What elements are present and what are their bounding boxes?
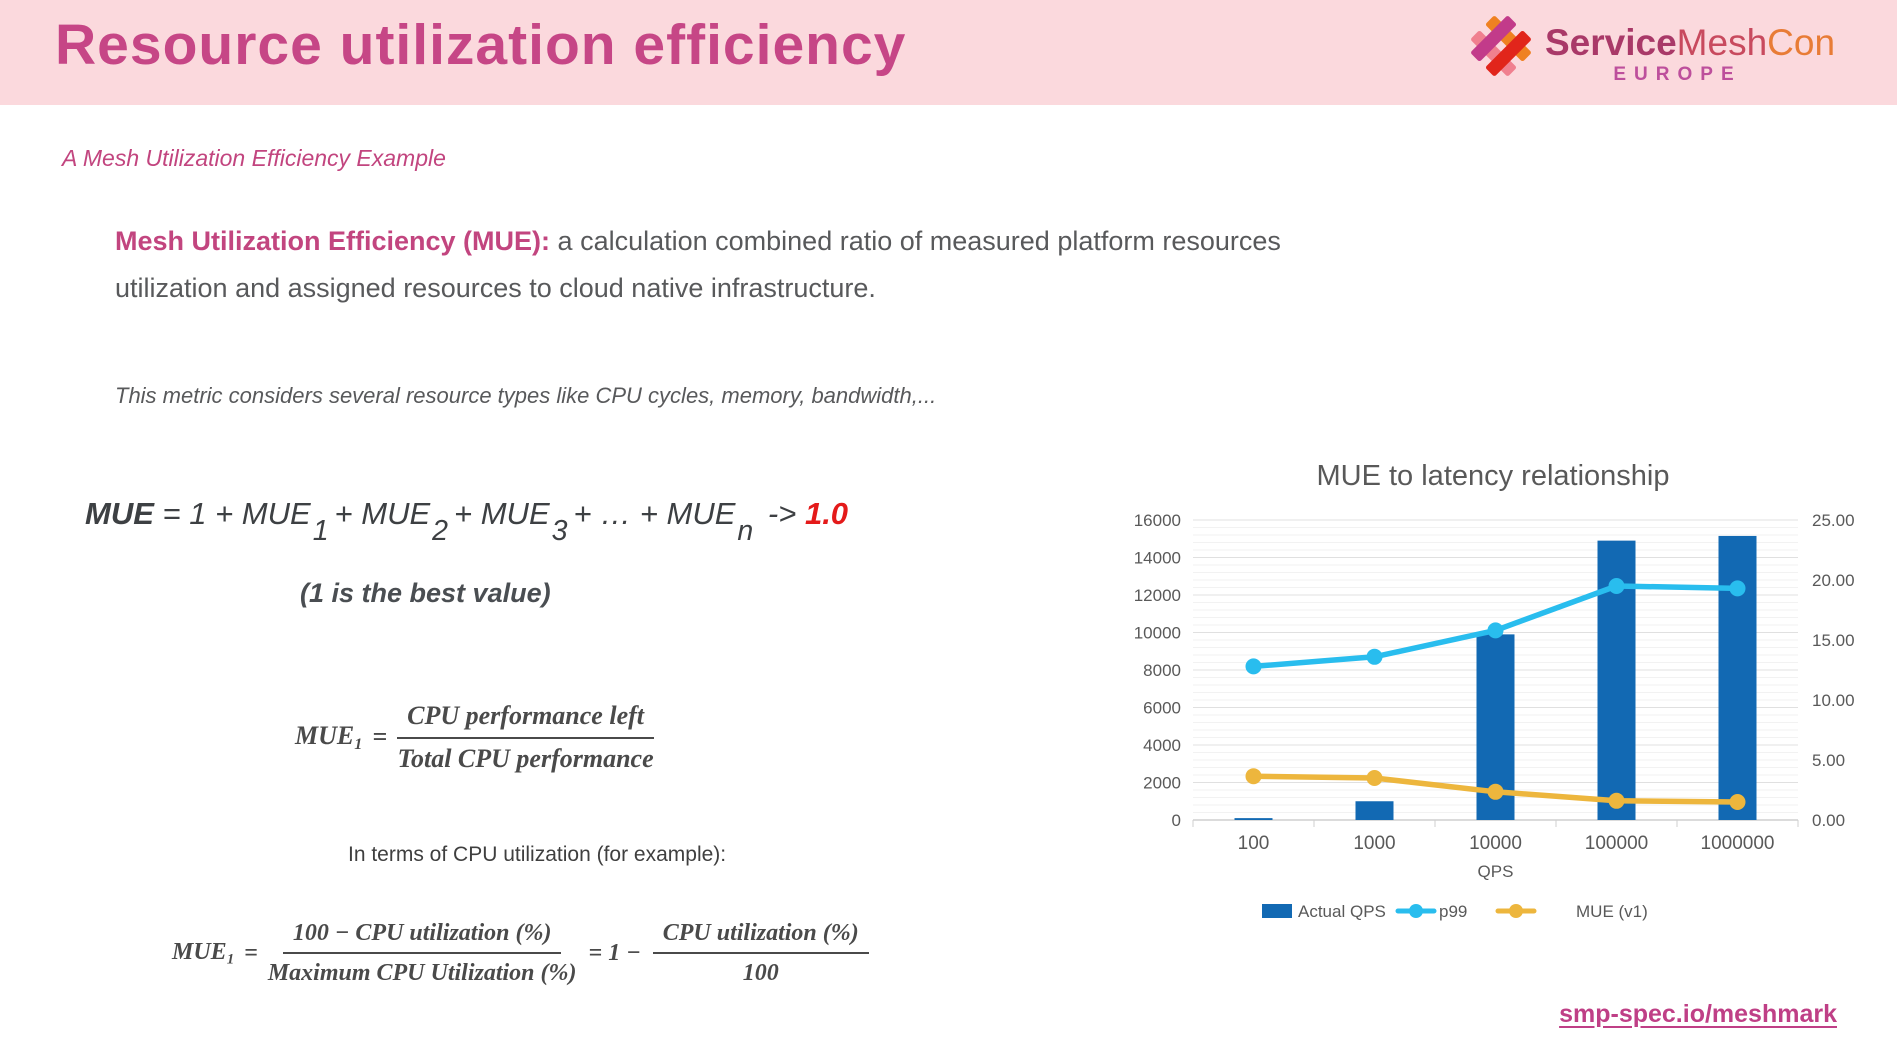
footer-link[interactable]: smp-spec.io/meshmark	[1559, 1000, 1837, 1028]
svg-text:12000: 12000	[1134, 586, 1181, 605]
cpu-formula-num-1: 100 − CPU utilization (%)	[282, 918, 562, 954]
best-value-note: (1 is the best value)	[300, 578, 551, 608]
page-title: Resource utilization efficiency	[55, 13, 907, 77]
servicemeshcon-logo-icon	[1462, 5, 1540, 92]
formula-eq: = 1 + MUE	[153, 496, 311, 531]
svg-text:10.00: 10.00	[1812, 691, 1855, 710]
svg-text:100000: 100000	[1585, 833, 1648, 854]
mue1-denominator: Total CPU performance	[397, 743, 654, 773]
mue1-numerator: CPU performance left	[397, 700, 654, 739]
definition-line1-rest: a calculation combined ratio of measured…	[550, 226, 1281, 256]
chart-title: MUE to latency relationship	[1316, 460, 1670, 492]
formula-sub-1: 1	[312, 514, 329, 547]
cpu-formula-num-2: CPU utilization (%)	[652, 918, 869, 954]
cpu-formula-fraction-1: 100 − CPU utilization (%) Maximum CPU Ut…	[268, 918, 577, 988]
definition-paragraph: Mesh Utilization Efficiency (MUE): a cal…	[115, 218, 1281, 312]
svg-text:0.00: 0.00	[1812, 811, 1845, 830]
cpu-example-label: In terms of CPU utilization (for example…	[348, 843, 727, 866]
svg-text:16000: 16000	[1134, 511, 1181, 530]
svg-text:25.00: 25.00	[1812, 511, 1855, 530]
svg-text:10000: 10000	[1134, 624, 1181, 643]
definition-lead: Mesh Utilization Efficiency (MUE):	[115, 226, 551, 256]
svg-text:QPS: QPS	[1478, 862, 1514, 881]
cpu-formula-den-1: Maximum CPU Utilization (%)	[267, 960, 577, 986]
logo-con: Con	[1767, 22, 1836, 63]
mue-sum-formula: MUE = 1 + MUE1 + MUE2 + MUE3 + … + MUEn -> …	[85, 498, 848, 545]
svg-text:4000: 4000	[1143, 736, 1181, 755]
cpu-utilization-formula: MUE1 = 100 − CPU utilization (%) Maximum…	[172, 918, 869, 988]
definition-line1: Mesh Utilization Efficiency (MUE): a cal…	[115, 218, 1281, 265]
svg-text:Actual QPS: Actual QPS	[1298, 902, 1386, 921]
subtitle: A Mesh Utilization Efficiency Example	[62, 145, 446, 171]
svg-text:15.00: 15.00	[1812, 631, 1855, 650]
svg-text:14000: 14000	[1134, 549, 1181, 568]
svg-text:5.00: 5.00	[1812, 751, 1845, 770]
logo-service: Service	[1545, 22, 1677, 63]
formula-plus-2: + MUE	[334, 496, 431, 531]
svg-text:8000: 8000	[1143, 661, 1181, 680]
cpu-formula-fraction-2: CPU utilization (%) 100	[652, 918, 869, 988]
cpu-formula-den-2: 100	[742, 960, 779, 986]
formula-sub-3: 3	[551, 514, 568, 547]
svg-text:1000000: 1000000	[1701, 833, 1775, 854]
logo-wordmark: ServiceMeshCon	[1545, 22, 1835, 64]
logo-mesh: Mesh	[1676, 22, 1768, 63]
svg-text:p99: p99	[1439, 902, 1467, 921]
svg-text:2000: 2000	[1143, 774, 1181, 793]
cpu-formula-lhs: MUE1	[172, 938, 235, 968]
formula-dots: + … + MUE	[573, 496, 736, 531]
svg-text:100: 100	[1238, 833, 1270, 854]
formula-plus-3: + MUE	[454, 496, 550, 531]
formula-arrow: ->	[767, 496, 805, 531]
formula-lhs: MUE	[85, 496, 154, 531]
cpu-formula-mid: = 1 −	[588, 940, 641, 966]
formula-sub-n: n	[737, 514, 754, 547]
svg-text:MUE (v1): MUE (v1)	[1576, 902, 1648, 921]
svg-text:6000: 6000	[1143, 699, 1181, 718]
svg-text:10000: 10000	[1469, 833, 1522, 854]
svg-text:0: 0	[1172, 811, 1181, 830]
definition-line2: utilization and assigned resources to cl…	[115, 273, 876, 303]
mue1-lhs: MUE1	[295, 721, 363, 753]
mue1-fraction: CPU performance left Total CPU performan…	[397, 700, 654, 775]
mue1-equals: =	[372, 722, 388, 752]
metric-note: This metric considers several resource t…	[115, 383, 937, 408]
mue1-fraction-formula: MUE1 = CPU performance left Total CPU pe…	[295, 700, 654, 775]
cpu-formula-equals: =	[244, 940, 258, 966]
svg-text:20.00: 20.00	[1812, 571, 1855, 590]
header-band	[0, 0, 1897, 105]
formula-target-value: 1.0	[804, 496, 849, 531]
mue-latency-chart: 0 2000 4000 6000 8000 10000 12000 14000 16000 0.0…	[1134, 511, 1855, 921]
logo-region: EUROPE	[1613, 64, 1742, 85]
svg-text:1000: 1000	[1353, 833, 1395, 854]
formula-sub-2: 2	[432, 514, 449, 547]
